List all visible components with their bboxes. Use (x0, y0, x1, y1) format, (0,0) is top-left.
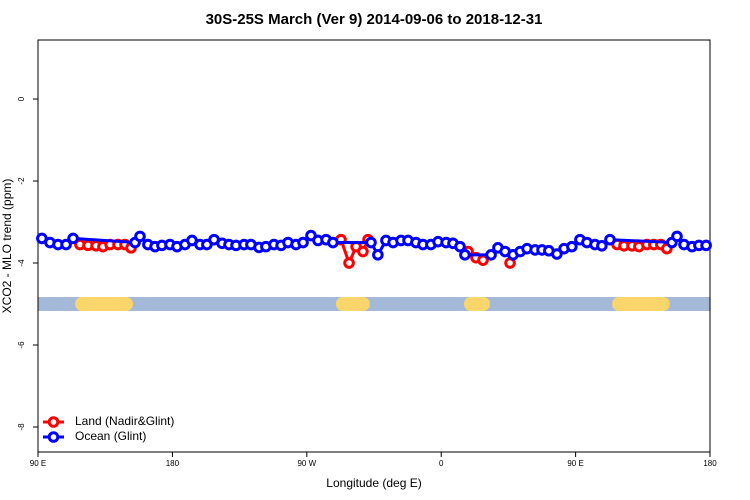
x-tick-label: 180 (166, 459, 180, 468)
y-tick-label: 0 (17, 96, 26, 101)
data-point (327, 236, 339, 249)
land-region (612, 297, 670, 312)
land-region (463, 297, 491, 312)
chart-title: 30S-25S March (Ver 9) 2014-09-06 to 2018… (206, 11, 543, 28)
x-tick-label: 90 E (30, 459, 46, 468)
y-tick-label: -6 (17, 341, 26, 349)
surface-strip (38, 297, 710, 312)
data-point (485, 249, 497, 261)
data-point (297, 236, 309, 249)
data-point (343, 257, 355, 269)
x-axis-label: Longitude (deg E) (326, 476, 421, 490)
y-tick-label: -4 (17, 259, 26, 267)
y-tick-label: -2 (17, 177, 26, 185)
data-point (365, 236, 377, 249)
data-point (357, 245, 369, 258)
legend-label: Land (Nadir&Glint) (75, 414, 174, 428)
y-axis-label: XCO2 - MLO trend (ppm) (0, 179, 14, 314)
data-point (372, 249, 384, 261)
x-tick-label: 0 (439, 459, 444, 468)
data-point (551, 248, 563, 260)
legend-marker (47, 416, 60, 428)
legend-marker (47, 431, 60, 443)
data-point (459, 249, 471, 261)
data-point (596, 239, 608, 252)
data-point (566, 240, 578, 253)
data-point (454, 240, 466, 253)
data-point (67, 232, 79, 245)
x-tick-label: 90 W (297, 459, 316, 468)
data-point (60, 238, 72, 251)
legend-label: Ocean (Glint) (75, 429, 146, 443)
land-region (335, 297, 370, 312)
land-region (75, 297, 133, 312)
data-point (604, 233, 616, 246)
data-point (700, 239, 712, 252)
x-tick-label: 90 E (567, 459, 583, 468)
data-point (671, 230, 683, 243)
data-point (134, 230, 146, 243)
x-tick-label: 180 (703, 459, 717, 468)
y-tick-label: -8 (17, 423, 26, 431)
